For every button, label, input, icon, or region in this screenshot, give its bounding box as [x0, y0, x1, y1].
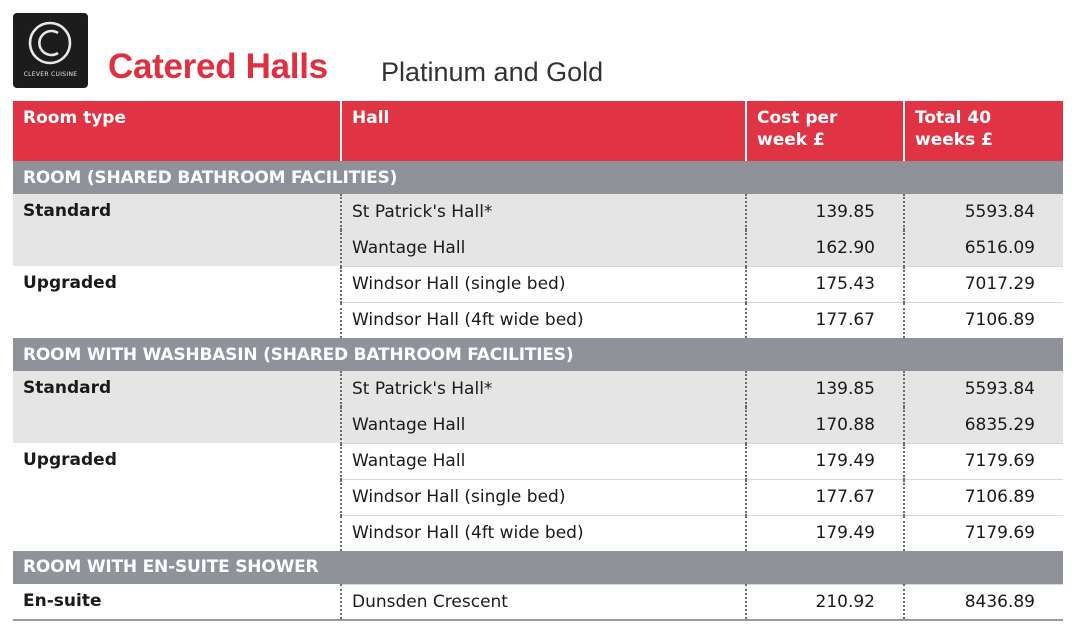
total-40-weeks-cell: 6835.29 — [903, 407, 1063, 443]
logo-circle-icon — [28, 21, 72, 65]
hall-cell: Wantage Hall — [340, 230, 746, 266]
room-type-cell: Standard — [13, 194, 341, 266]
section-heading: ROOM WITH EN-SUITE SHOWER — [13, 551, 1063, 584]
column-header-hall: Hall — [340, 101, 746, 161]
hall-cell: Windsor Hall (single bed) — [340, 478, 746, 515]
room-type-cell: Standard — [13, 371, 341, 443]
table-row: Standard St Patrick's Hall* 139.85 5593.… — [13, 194, 1063, 266]
table-row: Windsor Hall (single bed) 177.67 7106.89 — [13, 478, 1063, 515]
rates-table: Room type Hall Cost per week £ Total 40 … — [13, 101, 1063, 621]
column-header-total-40-weeks: Total 40 weeks £ — [903, 101, 1063, 161]
total-40-weeks-cell: 7106.89 — [903, 301, 1063, 338]
table-header-row: Room type Hall Cost per week £ Total 40 … — [13, 101, 1063, 161]
table-row: Wantage Hall 170.88 6835.29 — [13, 407, 1063, 443]
total-40-weeks-cell: 8436.89 — [903, 583, 1063, 621]
page-title: Catered Halls — [108, 47, 328, 86]
total-40-weeks-cell: 7017.29 — [903, 265, 1063, 302]
total-40-weeks-cell: 7179.69 — [903, 514, 1063, 551]
cost-per-week-cell: 177.67 — [745, 301, 904, 338]
cost-per-week-cell: 139.85 — [745, 371, 904, 407]
clever-cuisine-logo: CLEVER CUISINE — [13, 13, 88, 88]
total-40-weeks-cell: 5593.84 — [903, 194, 1063, 230]
cost-per-week-cell: 177.67 — [745, 478, 904, 515]
hall-cell: Windsor Hall (single bed) — [340, 265, 746, 302]
page-header: CLEVER CUISINE Catered Halls Platinum an… — [13, 13, 1073, 91]
total-40-weeks-cell: 6516.09 — [903, 230, 1063, 266]
hall-cell: St Patrick's Hall* — [340, 371, 746, 407]
section-header-row: ROOM WITH WASHBASIN (SHARED BATHROOM FAC… — [13, 338, 1063, 371]
table-row: Standard St Patrick's Hall* 139.85 5593.… — [13, 371, 1063, 443]
table-row: En-suite Dunsden Crescent 210.92 8436.89 — [13, 583, 1063, 621]
room-type-cell: En-suite — [13, 584, 341, 621]
section-header-row: ROOM WITH EN-SUITE SHOWER — [13, 551, 1063, 584]
table-row: Upgraded Wantage Hall 179.49 7179.69 — [13, 442, 1063, 479]
cost-per-week-cell: 179.49 — [745, 442, 904, 479]
total-40-weeks-cell: 5593.84 — [903, 371, 1063, 407]
cost-per-week-cell: 139.85 — [745, 194, 904, 230]
cost-per-week-cell: 162.90 — [745, 230, 904, 266]
room-type-cell: Upgraded — [23, 273, 117, 293]
table-row: Wantage Hall 162.90 6516.09 — [13, 230, 1063, 266]
hall-cell: St Patrick's Hall* — [340, 194, 746, 230]
section-heading: ROOM (SHARED BATHROOM FACILITIES) — [13, 161, 1063, 194]
hall-cell: Wantage Hall — [340, 407, 746, 443]
total-40-weeks-cell: 7106.89 — [903, 478, 1063, 515]
column-header-room-type: Room type — [13, 101, 341, 161]
section-header-row: ROOM (SHARED BATHROOM FACILITIES) — [13, 161, 1063, 194]
hall-cell: Windsor Hall (4ft wide bed) — [340, 301, 746, 338]
cost-per-week-cell: 175.43 — [745, 265, 904, 302]
section-heading: ROOM WITH WASHBASIN (SHARED BATHROOM FAC… — [13, 338, 1063, 371]
cost-per-week-cell: 179.49 — [745, 514, 904, 551]
total-40-weeks-cell: 7179.69 — [903, 442, 1063, 479]
room-type-cell: Upgraded — [23, 450, 117, 470]
table-row: Windsor Hall (4ft wide bed) 177.67 7106.… — [13, 301, 1063, 338]
table-row: Upgraded Windsor Hall (single bed) 175.4… — [13, 265, 1063, 302]
hall-cell: Windsor Hall (4ft wide bed) — [340, 514, 746, 551]
page-subtitle: Platinum and Gold — [381, 57, 604, 87]
hall-cell: Wantage Hall — [340, 442, 746, 479]
logo-wordmark: CLEVER CUISINE — [23, 71, 78, 78]
column-header-cost-per-week: Cost per week £ — [745, 101, 904, 161]
hall-cell: Dunsden Crescent — [340, 583, 746, 621]
cost-per-week-cell: 170.88 — [745, 407, 904, 443]
table-row: Windsor Hall (4ft wide bed) 179.49 7179.… — [13, 514, 1063, 551]
cost-per-week-cell: 210.92 — [745, 583, 904, 621]
